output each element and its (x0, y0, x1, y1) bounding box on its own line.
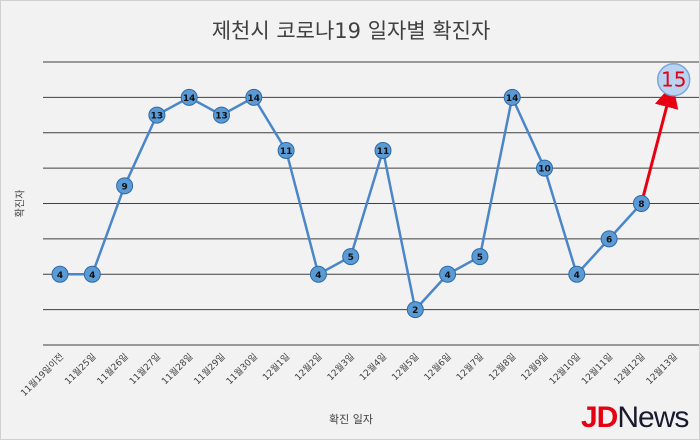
x-tick-label: 12월8일 (486, 351, 518, 383)
highlight-arrow (639, 83, 679, 204)
x-tick-label: 11월29일 (191, 351, 227, 387)
data-label: 2 (412, 306, 418, 316)
data-point (83, 265, 101, 283)
data-label: 4 (89, 271, 95, 281)
data-label: 5 (348, 253, 354, 263)
x-tick-label: 12월5일 (389, 351, 421, 383)
x-tick-label: 12월12일 (611, 351, 647, 387)
highlight-point (656, 62, 691, 97)
data-label: 8 (638, 200, 644, 210)
data-label: 4 (444, 271, 450, 281)
x-tick-label: 12월13일 (643, 351, 679, 387)
data-label: 14 (248, 94, 261, 104)
x-tick-label: 12월3일 (324, 351, 356, 383)
data-point (600, 230, 618, 248)
x-tick-label: 12월1일 (260, 351, 292, 383)
x-tick-label: 11월25일 (62, 351, 98, 387)
logo-part2: News (617, 401, 689, 434)
data-point (374, 141, 392, 159)
data-label: 11 (377, 147, 390, 157)
data-point (342, 248, 360, 266)
data-label: 4 (57, 271, 63, 281)
data-label: 5 (477, 253, 483, 263)
data-label: 4 (574, 271, 580, 281)
data-point (536, 159, 553, 177)
data-point (116, 177, 134, 195)
data-point (180, 88, 198, 106)
x-tick-label: 11월28일 (159, 351, 195, 387)
data-point (503, 88, 521, 106)
data-label: 11 (280, 147, 293, 157)
x-tick-label: 12월4일 (357, 351, 389, 383)
data-label: 13 (215, 112, 228, 122)
data-point (632, 195, 650, 212)
data-label: 6 (606, 235, 612, 245)
data-label: 13 (151, 112, 164, 122)
data-point (277, 141, 295, 159)
jdnews-logo: JDNews (581, 401, 689, 434)
data-point (51, 265, 69, 283)
x-tick-label: 11월19일이전 (18, 351, 66, 399)
data-point (148, 106, 166, 124)
data-point (406, 301, 424, 319)
x-axis-label: 확진 일자 (329, 413, 373, 426)
x-tick-label: 12월10일 (547, 351, 583, 387)
data-label: 10 (538, 165, 551, 175)
data-point (213, 106, 230, 124)
data-label: 14 (506, 94, 519, 104)
x-tick-label: 12월2일 (292, 351, 324, 383)
logo-part1: JD (581, 401, 618, 434)
x-tick-label: 12월11일 (579, 351, 615, 387)
data-point (471, 248, 489, 266)
data-label: 14 (183, 94, 196, 104)
data-point (245, 88, 263, 106)
x-tick-label: 12월6일 (421, 351, 453, 383)
highlight-label: 15 (661, 68, 686, 92)
data-label: 9 (121, 182, 127, 192)
data-point (439, 265, 457, 283)
data-point (309, 265, 327, 283)
x-tick-label: 12월9일 (518, 351, 550, 383)
x-tick-label: 11월27일 (127, 351, 163, 387)
x-tick-label: 11월30일 (224, 351, 260, 387)
chart-title: 제천시 코로나19 일자별 확진자 (211, 19, 491, 43)
x-tick-label: 12월7일 (454, 351, 486, 383)
x-tick-label: 11월26일 (94, 351, 130, 387)
data-label: 4 (315, 271, 321, 281)
data-point (568, 265, 586, 283)
